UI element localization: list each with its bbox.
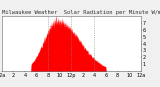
Text: Milwaukee Weather  Solar Radiation per Minute W/m2  (Last 24 Hours): Milwaukee Weather Solar Radiation per Mi… [2,10,160,15]
